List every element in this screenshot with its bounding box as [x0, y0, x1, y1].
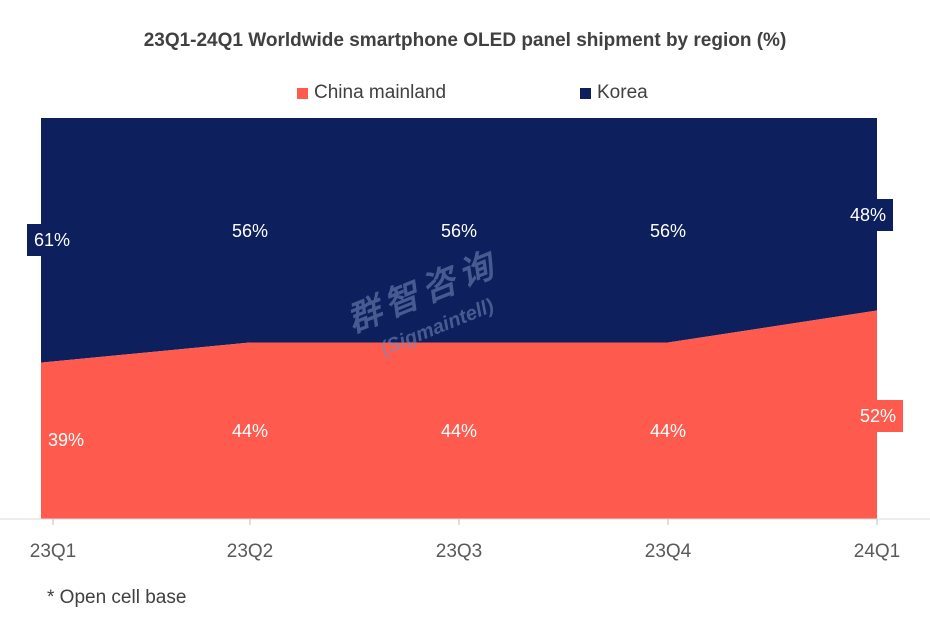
- data-label-china-2: 44%: [441, 421, 477, 441]
- data-label-korea-2: 56%: [441, 221, 477, 241]
- data-label-korea-0-bg: [27, 224, 77, 256]
- x-tick-label: 23Q3: [436, 541, 482, 562]
- data-label-china-0-bg: [41, 424, 91, 456]
- x-tick-label: 24Q1: [854, 541, 900, 562]
- area-korea: [41, 118, 877, 363]
- x-tick-label: 23Q1: [30, 541, 76, 562]
- legend-label-china: China mainland: [314, 82, 447, 103]
- chart-title: 23Q1-24Q1 Worldwide smartphone OLED pane…: [143, 30, 787, 51]
- legend-item-china: China mainland: [297, 82, 446, 104]
- data-label-korea-4-bg: [843, 199, 893, 231]
- data-label-china-3: 44%: [650, 421, 686, 441]
- legend: China mainland Korea: [0, 82, 930, 106]
- data-label-korea-1: 56%: [232, 221, 268, 241]
- data-label-china-0: 39%: [48, 430, 84, 450]
- data-label-korea-4: 48%: [850, 205, 886, 225]
- legend-swatch-korea: [580, 87, 591, 99]
- footnote: * Open cell base: [47, 587, 187, 608]
- area-china-mainland: [41, 310, 877, 519]
- legend-swatch-china: [297, 87, 308, 99]
- x-tick-label: 23Q4: [645, 541, 692, 562]
- data-label-korea-0: 61%: [34, 230, 70, 250]
- data-label-china-4: 52%: [860, 406, 896, 426]
- legend-item-korea: Korea: [580, 82, 648, 104]
- data-label-china-1: 44%: [232, 421, 268, 441]
- legend-label-korea: Korea: [597, 82, 648, 103]
- data-label-korea-3: 56%: [650, 221, 686, 241]
- data-label-china-4-bg: [853, 400, 903, 432]
- x-tick-label: 23Q2: [227, 541, 273, 562]
